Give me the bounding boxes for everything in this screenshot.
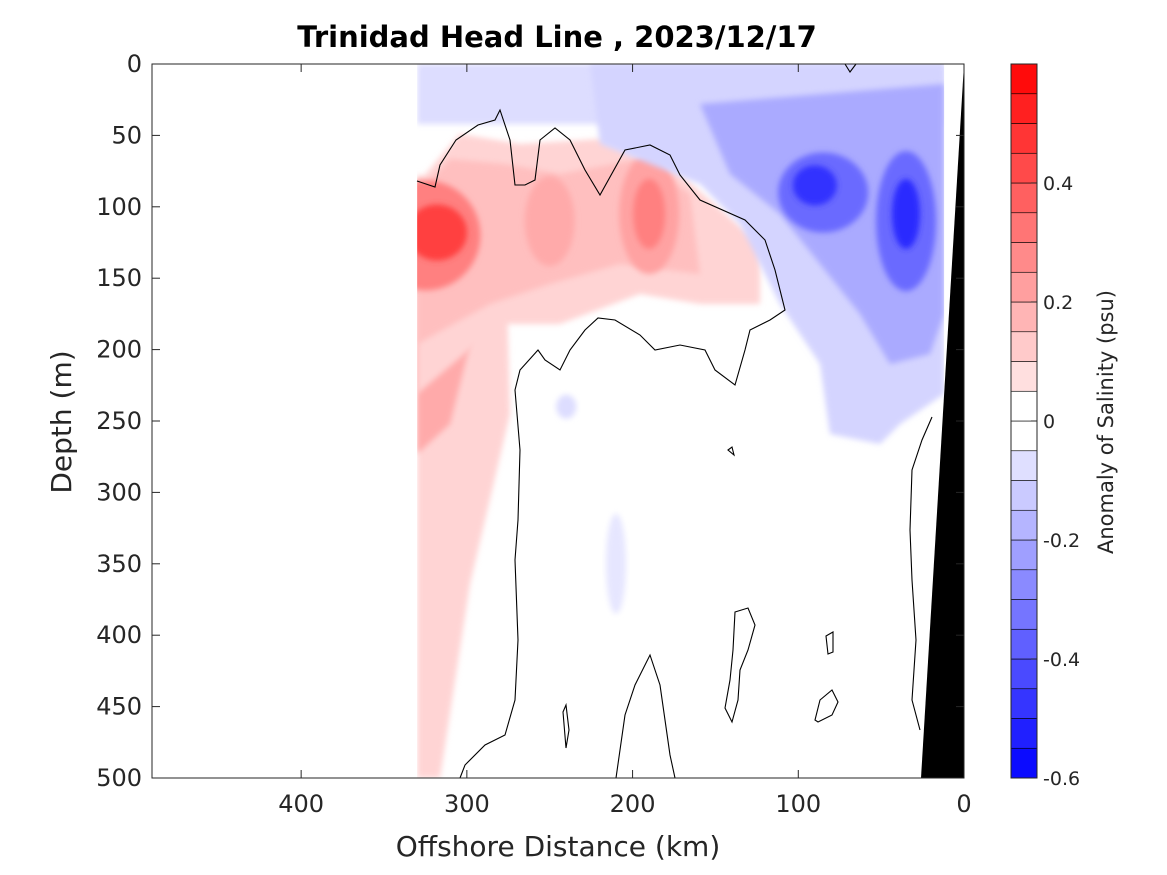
y-axis: 0 50 100 150 200 250 300 350 400 450 500 xyxy=(96,50,964,792)
zero-contour-nearshore xyxy=(909,416,933,731)
colorbar-level xyxy=(1010,242,1038,273)
colorbar-level xyxy=(1010,301,1038,333)
colorbar-level xyxy=(1010,271,1038,303)
positive-anomaly-patch xyxy=(407,204,468,261)
colorbar-tick-label: 0 xyxy=(1043,411,1055,433)
y-tick-label: 400 xyxy=(96,621,142,649)
colorbar-level xyxy=(1010,390,1038,422)
x-axis: 400 300 200 100 0 xyxy=(278,64,972,818)
colorbar-level xyxy=(1010,747,1038,779)
colorbar-level xyxy=(1010,361,1038,392)
y-tick-label: 100 xyxy=(96,193,142,221)
zero-contour-eddy-e xyxy=(727,446,735,457)
negative-anomaly-patch xyxy=(892,178,920,249)
colorbar-level xyxy=(1010,718,1038,749)
negative-anomaly-patch xyxy=(606,513,626,614)
colorbar-level xyxy=(1010,212,1038,243)
colorbar-level xyxy=(1010,63,1038,95)
y-tick-label: 500 xyxy=(96,764,142,792)
colorbar-level xyxy=(1010,539,1038,571)
positive-anomaly-patch xyxy=(524,176,575,267)
zero-contour-main xyxy=(416,108,786,779)
colorbar-level xyxy=(1010,599,1038,630)
colorbar-tick-label: 0.2 xyxy=(1043,292,1073,314)
negative-anomaly-patch xyxy=(556,394,577,419)
colorbar-level xyxy=(1010,688,1038,719)
y-tick-label: 350 xyxy=(96,550,142,578)
colorbar-tick-label: -0.2 xyxy=(1043,530,1080,552)
y-axis-title: Depth (m) xyxy=(45,350,78,493)
zero-contour-eddy-a xyxy=(724,607,756,724)
colorbar-level xyxy=(1010,152,1038,184)
colorbar-level xyxy=(1010,480,1038,511)
colorbar-level xyxy=(1010,509,1038,541)
plot-area xyxy=(152,64,964,778)
colorbar-level xyxy=(1010,331,1038,362)
colorbar-level xyxy=(1010,628,1038,660)
chart-title: Trinidad Head Line , 2023/12/17 xyxy=(297,20,817,54)
colorbar-level xyxy=(1010,450,1038,481)
zero-contour-surface xyxy=(844,63,857,73)
y-tick-label: 250 xyxy=(96,407,142,435)
colorbar-tick-label: -0.6 xyxy=(1043,768,1080,790)
zero-contour-eddy-b xyxy=(825,631,834,655)
x-tick-label: 400 xyxy=(278,790,324,818)
x-tick-label: 300 xyxy=(444,790,490,818)
colorbar-level xyxy=(1010,123,1038,154)
colorbar-level xyxy=(1010,420,1038,452)
zero-contour-deep-plume xyxy=(615,653,676,779)
colorbar: 0.4 0.2 0 -0.2 -0.4 -0.6 xyxy=(1010,63,1080,790)
colorbar-title: Anomaly of Salinity (psu) xyxy=(1094,290,1118,554)
x-tick-label: 200 xyxy=(610,790,656,818)
y-tick-label: 50 xyxy=(111,121,142,149)
x-tick-label: 100 xyxy=(775,790,821,818)
zero-contours xyxy=(416,63,933,779)
no-data-region xyxy=(152,64,418,778)
y-tick-label: 150 xyxy=(96,264,142,292)
x-tick-label: 0 xyxy=(956,790,971,818)
colorbar-level xyxy=(1010,182,1038,214)
y-tick-label: 0 xyxy=(127,50,142,78)
colorbar-tick-label: 0.4 xyxy=(1043,173,1073,195)
zero-contour-eddy-d xyxy=(562,702,570,749)
colorbar-tick-label: -0.4 xyxy=(1043,649,1080,671)
anomaly-fields xyxy=(152,64,964,778)
colorbar-level xyxy=(1010,93,1038,124)
y-tick-label: 450 xyxy=(96,693,142,721)
zero-contour-eddy-c xyxy=(814,689,839,723)
land-mask xyxy=(921,64,964,778)
colorbar-level xyxy=(1010,658,1038,690)
y-tick-label: 200 xyxy=(96,336,142,364)
negative-anomaly-patch xyxy=(792,165,837,206)
colorbar-level xyxy=(1010,569,1038,600)
x-axis-title: Offshore Distance (km) xyxy=(396,830,721,863)
y-tick-label: 300 xyxy=(96,478,142,506)
positive-anomaly-patch xyxy=(633,178,666,249)
